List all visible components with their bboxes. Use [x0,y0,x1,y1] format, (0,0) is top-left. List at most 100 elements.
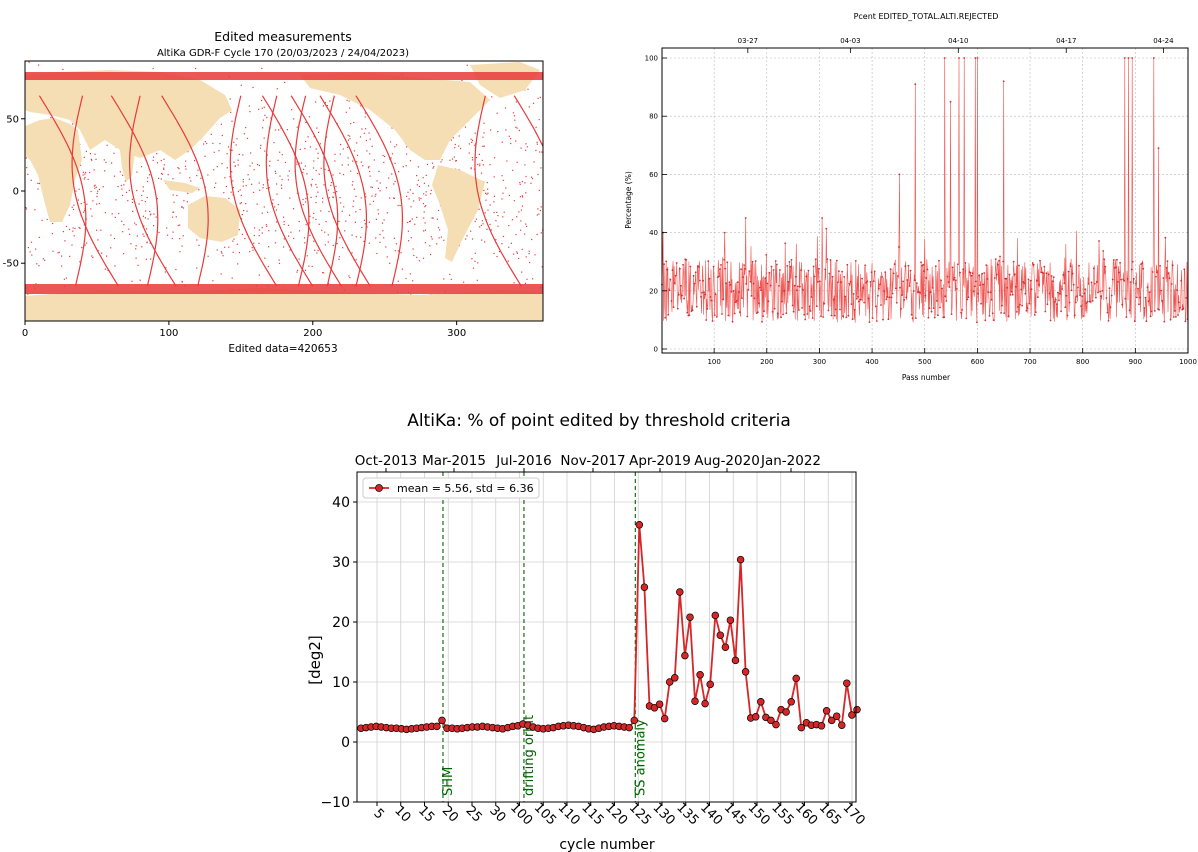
pass-point [935,300,938,302]
pass-point [1099,290,1101,293]
pass-point [1146,286,1149,289]
edited-point [363,132,365,134]
edited-point [263,206,265,208]
edited-point [259,189,261,191]
pass-axes: 100 200 300 400 500 600 700 800 900 1000020406080… [645,37,1197,366]
edited-point [31,254,33,256]
edited-point [513,115,515,117]
edited-point [100,229,102,231]
pass-point [898,246,900,248]
pass-point [686,311,689,314]
edited-point [411,218,413,220]
land-india [120,150,135,182]
edited-point [517,324,518,325]
edited-point [361,226,363,229]
edited-point [399,204,401,207]
edited-point [253,227,256,229]
event-label: drifting orbit [522,715,537,796]
edited-point [304,201,307,203]
edited-point [104,268,106,270]
edited-point [84,244,86,246]
edited-point [381,222,384,224]
cycle-x-tick-label: 120 [602,800,630,828]
pass-point [974,280,977,283]
edited-point [511,219,513,221]
pass-point [922,263,925,266]
edited-point [304,147,306,150]
pass-point [864,264,867,267]
edited-point [483,132,485,134]
edited-point [26,167,28,169]
edited-point [232,240,234,242]
track-line [355,95,403,287]
edited-point [323,272,325,274]
pass-point [879,283,881,286]
edited-point [501,243,503,245]
pass-point [1058,299,1060,302]
edited-point [369,153,371,155]
pass-point [672,306,675,308]
edited-point [368,221,370,223]
edited-point [113,152,115,154]
edited-point [501,141,503,143]
edited-point [105,161,107,164]
pass-point [663,263,665,265]
pass-point [1128,309,1131,312]
edited-point [330,182,332,184]
cycle-x-tick-label: 155 [768,800,796,828]
edited-point [515,101,517,103]
cycle-x-tick-label: 5 [370,806,386,822]
edited-point [269,160,271,162]
cycle-x-tick-label: 135 [673,800,701,828]
edited-point [242,185,244,187]
edited-point [391,173,393,175]
edited-point [196,239,198,241]
edited-point [223,192,225,194]
edited-point [395,243,398,245]
edited-point [245,184,247,187]
edited-point [61,265,63,267]
pass-point [1071,272,1074,275]
pass-point [706,308,709,310]
pass-point [939,306,941,309]
pass-point [1067,270,1070,273]
track-line [474,95,522,287]
edited-point [244,238,246,240]
edited-point [298,258,300,260]
edited-point [113,175,116,177]
edited-point [141,199,143,202]
edited-point [274,170,276,172]
edited-point [156,153,158,155]
pass-point [820,315,822,317]
pass-point [1013,273,1016,276]
edited-point [249,251,251,253]
edited-point [101,252,103,254]
pass-point [1062,274,1065,276]
edited-point [238,153,240,155]
pass-point [1149,315,1152,318]
edited-point [163,167,165,169]
edited-point [306,255,308,257]
edited-point [257,164,259,166]
track-line [323,95,371,287]
pass-point [855,297,858,300]
edited-point [512,112,515,114]
edited-point [311,178,313,180]
edited-point [221,163,223,165]
pass-point [857,296,859,298]
edited-point [269,165,271,167]
pass-point [830,314,833,317]
pass-point [974,57,977,59]
pass-point [813,275,816,278]
edited-point [144,201,146,203]
pass-y-tick-label: 80 [649,113,658,121]
pass-point [793,284,796,287]
edited-point [313,240,315,242]
cycle-panel: AltiKa: % of point edited by threshold c… [306,411,868,852]
edited-point [502,179,504,181]
edited-point [236,243,238,245]
edited-point [412,248,414,250]
edited-point [203,143,205,145]
pass-point [849,280,852,283]
edited-point [87,178,89,180]
